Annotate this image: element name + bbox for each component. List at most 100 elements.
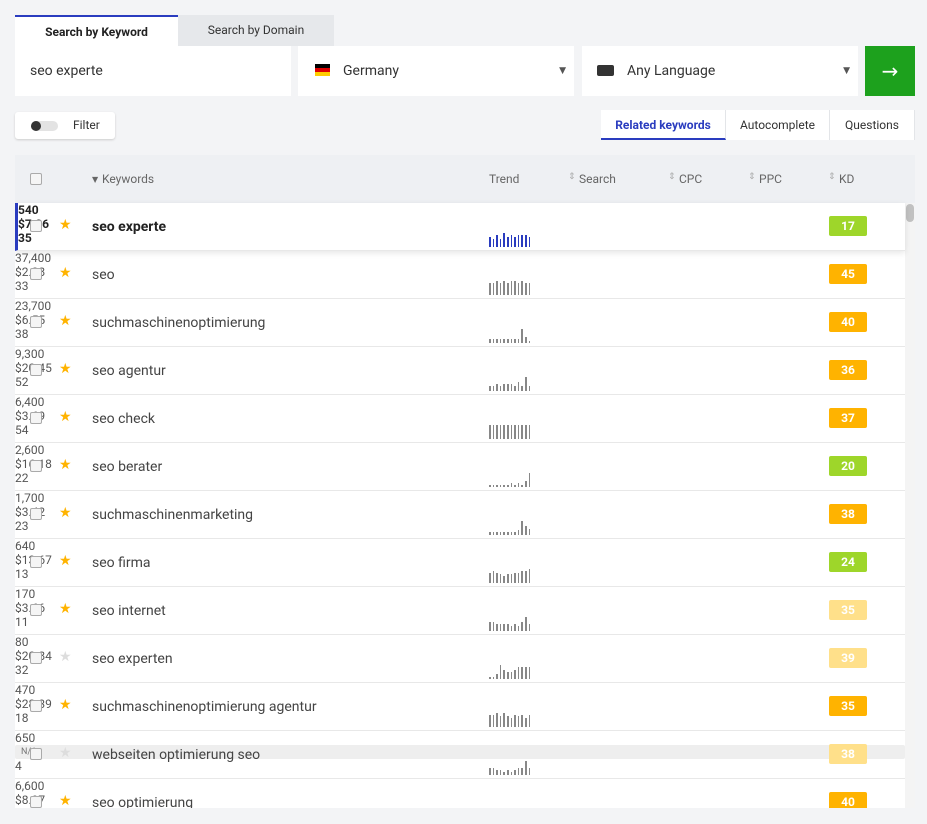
- trend-bar: [492, 282, 495, 295]
- checkbox[interactable]: [30, 460, 42, 472]
- keyword[interactable]: suchmaschinenoptimierung agentur: [92, 699, 317, 715]
- result-tab[interactable]: Questions: [830, 110, 915, 140]
- checkbox[interactable]: [30, 508, 42, 520]
- trend-bar: [514, 485, 516, 487]
- country-select[interactable]: Germany ▼: [298, 46, 574, 96]
- trend-bar: [499, 624, 502, 631]
- trend-bar: [503, 339, 505, 343]
- tab[interactable]: Search by Keyword: [15, 15, 178, 46]
- checkbox[interactable]: [30, 364, 42, 376]
- star[interactable]: ★: [59, 505, 72, 521]
- trend-bar: [521, 667, 523, 679]
- keyword[interactable]: seo internet: [92, 603, 166, 619]
- keyword[interactable]: seo: [92, 267, 115, 283]
- column-header[interactable]: Keywords: [102, 172, 155, 186]
- search: 650: [15, 731, 36, 745]
- result-tab[interactable]: Related keywords: [601, 110, 726, 140]
- trend-bar: [499, 385, 502, 391]
- kd-badge: 38: [829, 744, 867, 764]
- language: Any Language: [627, 63, 716, 79]
- filter-toggle[interactable]: Filter: [15, 112, 115, 139]
- checkbox[interactable]: [30, 412, 42, 424]
- star[interactable]: ★: [59, 265, 72, 281]
- keyword[interactable]: suchmaschinenoptimierung: [92, 315, 266, 331]
- keyword[interactable]: seo check: [92, 411, 155, 427]
- language-select[interactable]: Any Language ▼: [582, 46, 858, 96]
- star[interactable]: ★: [59, 649, 72, 665]
- keyword[interactable]: seo optimierung: [92, 795, 194, 808]
- star[interactable]: ★: [59, 745, 72, 761]
- star[interactable]: ★: [59, 361, 72, 377]
- trend-bar: [521, 385, 523, 391]
- ppc: 18: [15, 711, 29, 725]
- checkbox[interactable]: [30, 796, 42, 808]
- keyword[interactable]: suchmaschinenmarketing: [92, 507, 254, 523]
- trend-bar: [525, 717, 527, 727]
- column-header[interactable]: PPC: [759, 172, 782, 186]
- checkbox[interactable]: [30, 220, 42, 232]
- checkbox[interactable]: [30, 748, 42, 760]
- trend-bar: [499, 282, 502, 295]
- checkbox[interactable]: [30, 316, 42, 328]
- star[interactable]: ★: [59, 793, 72, 808]
- tab[interactable]: Search by Domain: [178, 15, 334, 46]
- keyword[interactable]: seo berater: [92, 459, 163, 475]
- trend-bar: [489, 622, 491, 631]
- table-row[interactable]: ★ webseiten optimierung seo 650 N/A 4 38: [15, 731, 905, 779]
- checkbox[interactable]: [30, 173, 42, 185]
- table-header: ▼ Keywords Trend ⇕ Search ⇕ CPC ⇕ PPC ⇕ KD: [15, 155, 915, 203]
- star[interactable]: ★: [59, 217, 72, 233]
- search: 1,700: [15, 491, 45, 505]
- trend-bar: [492, 531, 495, 535]
- checkbox[interactable]: [30, 700, 42, 712]
- search-input[interactable]: seo experte: [15, 46, 291, 96]
- result-tab[interactable]: Autocomplete: [726, 110, 830, 140]
- star[interactable]: ★: [59, 697, 72, 713]
- search: 6,400: [15, 395, 45, 409]
- keyword[interactable]: seo firma: [92, 555, 151, 571]
- search: 9,300: [15, 347, 45, 361]
- trend-bar: [489, 714, 491, 727]
- trend-bar: [525, 481, 527, 487]
- trend-bar: [521, 425, 523, 439]
- search-button[interactable]: →: [865, 46, 915, 96]
- checkbox[interactable]: [30, 556, 42, 568]
- table-row[interactable]: ★suchmaschinenoptimierung agentur470$28.…: [15, 683, 905, 731]
- star[interactable]: ★: [59, 553, 72, 569]
- trend-bar: [503, 233, 505, 247]
- keyword[interactable]: seo experten: [92, 651, 173, 667]
- keyword[interactable]: seo agentur: [92, 363, 166, 379]
- column-header[interactable]: KD: [839, 172, 855, 186]
- checkbox[interactable]: [30, 604, 42, 616]
- scrollbar[interactable]: [905, 203, 915, 808]
- star[interactable]: ★: [59, 409, 72, 425]
- trend-bar: [503, 485, 505, 487]
- star[interactable]: ★: [59, 601, 72, 617]
- column-header[interactable]: CPC: [679, 172, 703, 186]
- checkbox[interactable]: [30, 268, 42, 280]
- table-row[interactable]: ★ seo 37,400$2.8833 45: [15, 251, 905, 299]
- star[interactable]: ★: [59, 457, 72, 473]
- keyword[interactable]: webseiten optimierung seo: [92, 747, 261, 763]
- trend-bar: [492, 622, 495, 631]
- trend-bar: [499, 339, 502, 343]
- keyword[interactable]: seo experte: [92, 219, 167, 235]
- trend-bar: [514, 385, 516, 391]
- search: 2,600: [15, 443, 45, 457]
- trend-bar: [496, 713, 498, 727]
- star[interactable]: ★: [59, 313, 72, 329]
- checkbox[interactable]: [30, 652, 42, 664]
- trend-bar: [510, 384, 513, 391]
- column-header[interactable]: Search: [579, 172, 616, 186]
- search: 540: [18, 203, 39, 217]
